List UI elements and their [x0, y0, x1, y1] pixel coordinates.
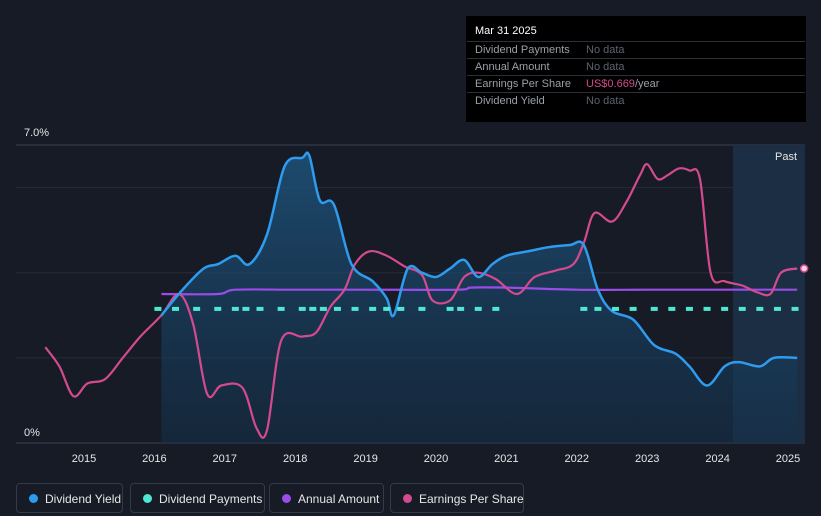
dividend-yield-dot-icon [29, 494, 38, 503]
earnings-per-share-line [44, 163, 798, 439]
dividend-payment-marker [369, 306, 377, 311]
dividend-payments-dot-icon [143, 494, 152, 503]
legend-item-earnings-per-share[interactable]: Earnings Per Share [390, 483, 524, 513]
dividend-payment-marker [397, 306, 405, 311]
tooltip-date: Mar 31 2025 [475, 25, 537, 37]
axis-layer: 7.0% 0% Past [24, 127, 797, 439]
dividend-yield-line [160, 151, 798, 387]
dividend-yield-area [161, 152, 798, 443]
dividend-payment-marker [721, 306, 729, 311]
tooltip-panel: Mar 31 2025 Dividend Payments No data An… [466, 16, 806, 122]
legend-label: Dividend Payments [159, 492, 263, 506]
tooltip-value: US$0.669/year [586, 78, 659, 90]
x-tick-label-2018: 2018 [283, 453, 307, 465]
x-tick-label-2021: 2021 [494, 453, 518, 465]
x-tick-label-2025: 2025 [776, 453, 800, 465]
dividend-payment-marker [154, 306, 162, 311]
x-tick-label-2015: 2015 [72, 453, 96, 465]
x-tick-label-2020: 2020 [424, 453, 448, 465]
dividend-payment-marker [580, 306, 588, 311]
dividend-payment-marker [756, 306, 764, 311]
tooltip-value: No data [586, 61, 625, 73]
dividend-payment-marker [612, 306, 620, 311]
dividend-payment-marker [242, 306, 250, 311]
dividend-payment-marker [319, 306, 327, 311]
tooltip-row-dividend-yield: Dividend Yield No data [467, 92, 805, 110]
dividend-chart: 7.0% 0% Past 2015 2016 2017 2018 2019 2020 202… [16, 127, 809, 465]
dividend-payment-marker [383, 306, 391, 311]
dividend-payment-marker [231, 306, 239, 311]
dividend-payment-marker [309, 306, 317, 311]
y-axis-bottom-label: 0% [24, 427, 40, 439]
tooltip-label: Dividend Yield [475, 95, 545, 107]
series-layer [44, 151, 809, 443]
legend-item-annual-amount[interactable]: Annual Amount [269, 483, 384, 513]
legend-item-dividend-yield[interactable]: Dividend Yield [16, 483, 123, 513]
dividend-payment-marker [457, 306, 465, 311]
legend-label: Earnings Per Share [419, 492, 524, 506]
dividend-payment-marker [351, 306, 359, 311]
tooltip-label: Earnings Per Share [475, 78, 571, 90]
dividend-payment-marker [277, 306, 285, 311]
tooltip-row-annual-amount: Annual Amount No data [467, 58, 805, 76]
dividend-payment-marker [703, 306, 711, 311]
dividend-payment-marker [474, 306, 482, 311]
earnings-per-share-dot-icon [403, 494, 412, 503]
tooltip-value: No data [586, 44, 625, 56]
legend-label: Annual Amount [298, 492, 380, 506]
x-tick-label-2023: 2023 [635, 453, 659, 465]
dividend-payment-marker [629, 306, 637, 311]
dividend-payment-marker [446, 306, 454, 311]
tooltip-label: Dividend Payments [475, 44, 570, 56]
x-tick-label-2017: 2017 [213, 453, 237, 465]
dividend-payment-marker [668, 306, 676, 311]
tooltip-row-earnings-per-share: Earnings Per Share US$0.669/year [467, 75, 805, 93]
legend-label: Dividend Yield [45, 492, 122, 506]
dividend-payment-marker [193, 306, 201, 311]
x-axis-ticks: 2015 2016 2017 2018 2019 2020 2021 2022 2023 2024… [72, 453, 800, 465]
tooltip-value: No data [586, 95, 625, 107]
annual-amount-line [161, 286, 798, 296]
x-tick-label-2022: 2022 [565, 453, 589, 465]
dividend-payment-marker [738, 306, 746, 311]
tooltip-row-dividend-payments: Dividend Payments No data [467, 41, 805, 59]
dividend-payment-marker [650, 306, 658, 311]
x-tick-label-2024: 2024 [705, 453, 729, 465]
dividend-payment-marker [594, 306, 602, 311]
eps-value: US$0.669 [586, 78, 635, 90]
dividend-payment-marker [492, 306, 500, 311]
dividend-payment-marker [172, 306, 180, 311]
dividend-payment-marker [791, 306, 799, 311]
annual-amount-dot-icon [282, 494, 291, 503]
dividend-payment-marker [333, 306, 341, 311]
legend-item-dividend-payments[interactable]: Dividend Payments [130, 483, 265, 513]
tooltip-label: Annual Amount [475, 61, 550, 73]
x-tick-label-2019: 2019 [353, 453, 377, 465]
dividend-payment-marker [214, 306, 222, 311]
past-label: Past [775, 151, 797, 163]
dividend-payment-marker [418, 306, 426, 311]
dividend-payment-marker [256, 306, 264, 311]
dividend-payment-marker [685, 306, 693, 311]
eps-end-marker [799, 264, 809, 273]
dividend-payment-marker [773, 306, 781, 311]
dividend-payment-marker [298, 306, 306, 311]
x-tick-label-2016: 2016 [142, 453, 166, 465]
eps-unit: /year [634, 78, 660, 90]
y-axis-top-label: 7.0% [24, 127, 49, 139]
